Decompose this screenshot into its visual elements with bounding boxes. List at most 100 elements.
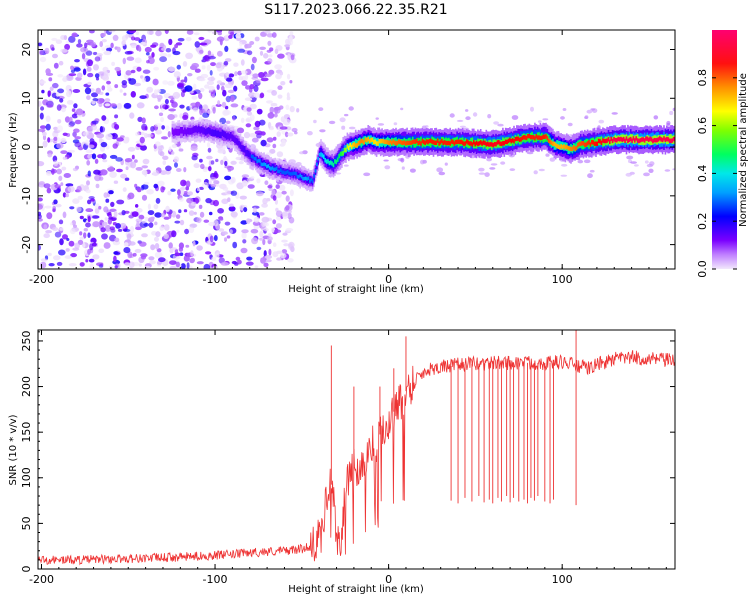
heatmap-noise-blob (138, 214, 145, 220)
heatmap-noise-blob (113, 251, 119, 255)
heatmap-faint-blob (400, 157, 405, 163)
heatmap-faint-blob (307, 131, 313, 136)
heatmap-noise-blob (65, 193, 69, 198)
colorbar-label: Normalized spectral amplitude (738, 73, 749, 227)
heatmap-noise-blob (236, 182, 244, 190)
heatmap-noise-blob (281, 239, 288, 243)
x-tick-label: 0 (385, 273, 392, 286)
heatmap-noise-blob (100, 227, 106, 233)
ridge-cell (423, 139, 425, 145)
heatmap-noise-blob (40, 258, 48, 262)
heatmap-noise-blob (161, 47, 167, 51)
ridge-cell (289, 172, 292, 176)
ridge-cell (274, 167, 276, 171)
heatmap-noise-blob (194, 41, 201, 48)
ridge-cell (531, 135, 533, 140)
heatmap-noise-blob (167, 53, 172, 58)
heatmap-faint-blob (436, 167, 444, 173)
heatmap-noise-blob (206, 155, 213, 160)
heatmap-faint-blob (344, 113, 349, 117)
heatmap-noise-blob (134, 159, 138, 163)
heatmap-noise-blob (45, 115, 51, 123)
heatmap-noise-blob (153, 66, 160, 71)
ridge-cell (185, 129, 188, 136)
heatmap-noise-blob (198, 204, 203, 209)
heatmap-noise-blob (87, 199, 92, 205)
heatmap-noise-blob (279, 71, 284, 76)
heatmap-noise-blob (260, 77, 269, 82)
heatmap-noise-blob (259, 230, 264, 238)
heatmap-noise-blob (186, 30, 194, 35)
heatmap-noise-blob (241, 80, 248, 86)
heatmap-noise-blob (254, 265, 259, 269)
heatmap-noise-blob (57, 88, 65, 94)
ridge-cell (435, 140, 438, 145)
heatmap-faint-blob (538, 168, 545, 172)
heatmap-noise-blob (228, 34, 233, 39)
heatmap-noise-blob (179, 252, 184, 256)
heatmap-noise-blob (58, 175, 63, 181)
ridge-cell (385, 139, 388, 145)
heatmap-noise-blob (87, 154, 93, 159)
heatmap-noise-blob (215, 103, 222, 107)
heatmap-noise-blob (279, 253, 287, 259)
ridge-cell (561, 145, 564, 150)
ridge-cell (653, 137, 656, 143)
ridge-cell (466, 139, 468, 144)
heatmap-noise-blob (234, 30, 242, 34)
heatmap-noise-blob (196, 245, 203, 251)
heatmap-noise-blob (115, 223, 121, 229)
heatmap-noise-blob (196, 217, 202, 224)
heatmap-noise-blob (135, 204, 139, 208)
ridge-cell (177, 129, 179, 136)
heatmap-noise-blob (221, 231, 228, 235)
heatmap-noise-blob (224, 237, 227, 242)
heatmap-noise-blob (134, 248, 142, 253)
heatmap-noise-blob (154, 221, 158, 226)
heatmap-noise-blob (104, 224, 112, 232)
ridge-cell (445, 140, 447, 146)
colorbar-ticks: 0.0 0.2 0.4 0.6 0.8 (696, 69, 737, 278)
heatmap-noise-blob (42, 140, 48, 148)
ridge-cell (529, 134, 532, 140)
ridge-cell (335, 159, 338, 165)
ridge-cell (609, 139, 611, 144)
ridge-cell (377, 141, 379, 146)
heatmap-noise-blob (193, 211, 197, 215)
ridge-cell (554, 142, 557, 148)
heatmap-noise-blob (56, 168, 62, 175)
colorbar-tick-label: 0.0 (696, 260, 709, 278)
heatmap-noise-blob (125, 33, 129, 39)
ridge-cell (398, 139, 400, 144)
heatmap-noise-blob (144, 216, 149, 222)
heatmap-noise-blob (236, 127, 245, 134)
ridge-cell (257, 159, 260, 163)
heatmap-noise-blob (73, 103, 78, 109)
heatmap-faint-blob (643, 172, 650, 177)
heatmap-noise-blob (38, 128, 46, 132)
ridge-cell (360, 138, 363, 144)
ridge-cell (246, 149, 249, 157)
heatmap-noise-blob (129, 261, 135, 268)
ridge-cell (509, 137, 511, 143)
heatmap-noise-blob (86, 180, 90, 186)
heatmap-noise-blob (76, 185, 82, 193)
ridge-cell (245, 149, 247, 157)
ridge-cell (277, 169, 279, 174)
heatmap-noise-blob (202, 168, 208, 173)
heatmap-noise-blob (139, 95, 147, 99)
heatmap-noise-blob (131, 211, 139, 218)
ridge-cell (518, 137, 521, 142)
heatmap-faint-blob (511, 115, 519, 120)
ridge-cell (582, 141, 585, 146)
heatmap-noise-blob (268, 54, 273, 58)
heatmap-noise-blob (59, 98, 64, 103)
heatmap-noise-blob (99, 126, 106, 133)
ridge-cell (468, 141, 471, 146)
ridge-cell (539, 135, 542, 141)
heatmap-noise-blob (268, 248, 272, 256)
heatmap-noise-blob (66, 90, 72, 98)
heatmap-noise-blob (141, 169, 148, 176)
heatmap-noise-blob (39, 56, 47, 63)
ridge-cell (271, 166, 274, 170)
